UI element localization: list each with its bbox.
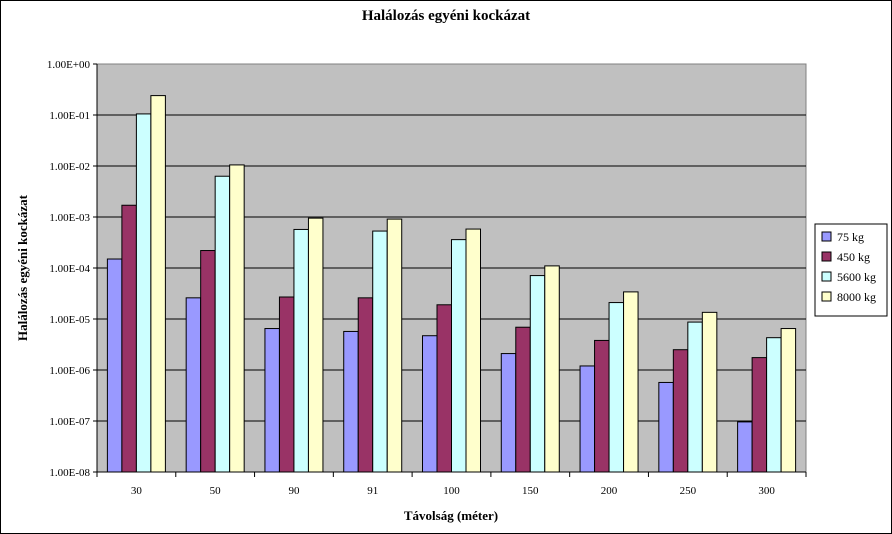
axes bbox=[93, 63, 807, 477]
y-axis-title: Halálozás egyéni kockázat bbox=[15, 194, 30, 341]
legend-swatch bbox=[821, 271, 832, 282]
x-tick-labels: 30 50 90 91 100 150 200 250 300 bbox=[131, 485, 775, 497]
y-tick-labels: 1.00E-08 1.00E-07 1.00E-06 1.00E-05 1.00E-04… bbox=[47, 59, 91, 479]
bar bbox=[687, 321, 703, 473]
x-tick-label: 300 bbox=[758, 485, 775, 497]
chart-title: Halálozás egyéni kockázat bbox=[362, 8, 530, 24]
y-tick-label: 1.00E+00 bbox=[47, 59, 91, 71]
x-tick-label: 150 bbox=[522, 485, 539, 497]
y-tick-label: 1.00E-08 bbox=[49, 467, 90, 479]
x-tick-label: 100 bbox=[443, 485, 460, 497]
bar bbox=[701, 311, 718, 473]
y-tick-label: 1.00E-03 bbox=[49, 212, 90, 224]
y-tick-label: 1.00E-06 bbox=[49, 365, 90, 377]
bar bbox=[529, 275, 546, 473]
bar bbox=[515, 326, 531, 473]
bar bbox=[106, 258, 123, 473]
bar bbox=[150, 95, 166, 473]
bar bbox=[135, 113, 152, 473]
bar bbox=[623, 291, 639, 473]
legend-label: 5600 kg bbox=[837, 270, 876, 284]
bar bbox=[766, 337, 782, 473]
bar bbox=[214, 175, 231, 473]
bar bbox=[386, 218, 403, 473]
bar bbox=[357, 297, 374, 473]
y-tick-label: 1.00E-07 bbox=[49, 416, 90, 428]
bar bbox=[185, 297, 202, 473]
legend-label: 75 kg bbox=[837, 230, 864, 244]
bar bbox=[121, 204, 137, 473]
x-tick-label: 250 bbox=[680, 485, 697, 497]
bar bbox=[307, 217, 324, 473]
bars bbox=[106, 95, 797, 473]
y-tick-label: 1.00E-02 bbox=[49, 161, 90, 173]
legend: 75 kg 450 kg 5600 kg 8000 kg bbox=[814, 223, 888, 317]
legend-label: 8000 kg bbox=[837, 290, 876, 304]
bar bbox=[737, 421, 753, 473]
x-tick-label: 200 bbox=[601, 485, 618, 497]
legend-swatch bbox=[821, 231, 832, 242]
bar bbox=[594, 339, 610, 473]
x-tick-label: 90 bbox=[288, 485, 300, 497]
bar bbox=[465, 228, 481, 473]
y-tick-label: 1.00E-04 bbox=[49, 263, 90, 275]
bar bbox=[200, 250, 216, 473]
bar bbox=[672, 349, 689, 473]
x-tick-label: 91 bbox=[367, 485, 378, 497]
legend-swatch bbox=[821, 251, 832, 262]
x-axis-title: Távolság (méter) bbox=[404, 508, 498, 523]
bar bbox=[343, 330, 359, 473]
y-tick-label: 1.00E-01 bbox=[49, 110, 90, 122]
bar bbox=[780, 328, 797, 473]
bar bbox=[500, 353, 517, 473]
bar bbox=[579, 365, 596, 473]
bar bbox=[451, 239, 467, 473]
bar bbox=[278, 296, 295, 473]
bar bbox=[229, 164, 245, 473]
x-tick-label: 30 bbox=[131, 485, 143, 497]
bar bbox=[658, 381, 674, 473]
bar bbox=[608, 302, 625, 473]
bar bbox=[264, 328, 280, 473]
legend-swatch bbox=[821, 291, 832, 302]
bar bbox=[751, 357, 768, 473]
y-tick-label: 1.00E-05 bbox=[49, 314, 90, 326]
bar bbox=[544, 265, 560, 473]
legend-label: 450 kg bbox=[837, 250, 870, 264]
x-tick-label: 50 bbox=[210, 485, 222, 497]
bar bbox=[436, 304, 452, 473]
bar bbox=[422, 335, 438, 473]
bar bbox=[372, 230, 388, 473]
bar bbox=[293, 228, 309, 473]
